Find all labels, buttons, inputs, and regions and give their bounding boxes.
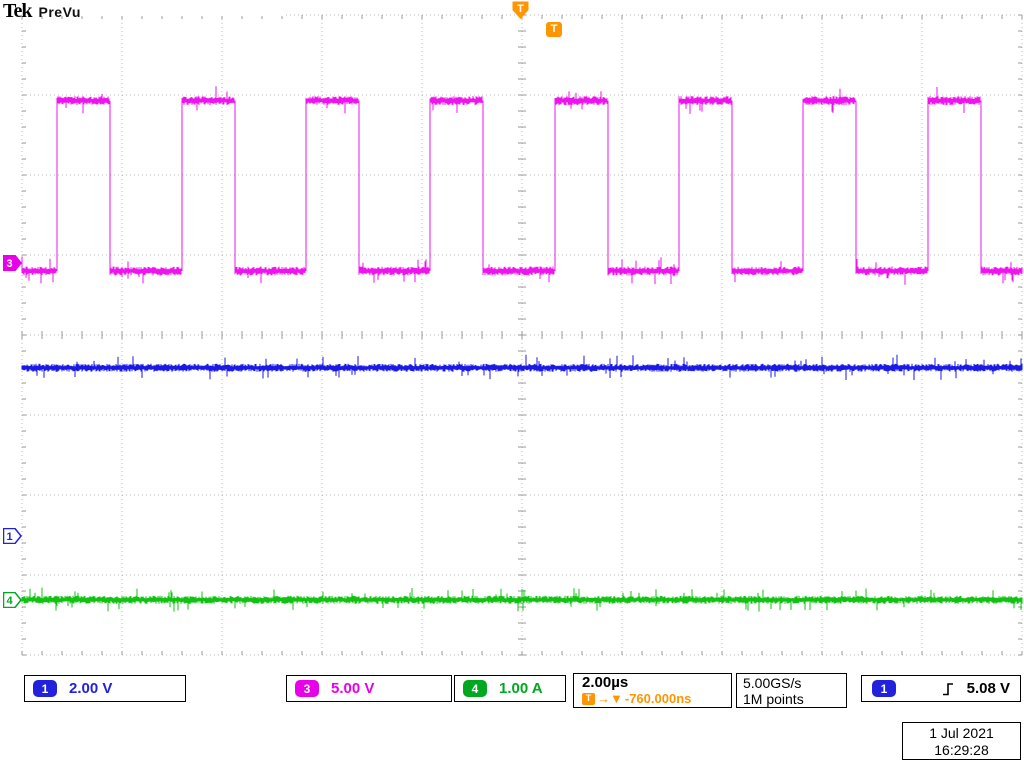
datetime-box: 1 Jul 2021 16:29:28 — [902, 722, 1021, 760]
ch1-badge: 1 — [33, 680, 57, 697]
svg-text:3: 3 — [6, 258, 12, 270]
channel-3-position-marker: 3 — [2, 254, 22, 272]
ch1-scale-value: 2.00 V — [69, 680, 113, 697]
channel-4-position-marker: 4 — [2, 591, 22, 609]
ch3-scale-value: 5.00 V — [331, 680, 375, 697]
trigger-level-value: 5.08 V — [966, 680, 1010, 697]
waveform-ch1 — [21, 354, 1023, 381]
ch1-scale-readout: 1 2.00 V — [24, 675, 186, 702]
ch4-scale-value: 1.00 A — [499, 680, 543, 697]
ch3-scale-readout: 3 5.00 V — [286, 675, 452, 702]
acquisition-status-label: PreVu — [38, 4, 81, 20]
tek-logo: Tek — [3, 0, 32, 22]
ch3-badge: 3 — [295, 680, 319, 697]
trigger-readout: 1 5.08 V — [861, 675, 1021, 702]
trigger-source-badge: 1 — [872, 680, 896, 697]
delay-value: -760.000ns — [624, 691, 692, 706]
channel-1-position-marker: 1 — [2, 527, 22, 545]
waveform-ch4 — [21, 587, 1023, 612]
sample-rate-value: 5.00GS/s — [743, 675, 802, 691]
graticule — [21, 14, 1023, 656]
acquisition-readout: 5.00GS/s 1M points — [736, 673, 847, 708]
trigger-t-label: T — [517, 3, 524, 15]
trigger-point-flag: T — [546, 22, 562, 37]
rising-edge-icon — [941, 681, 955, 697]
waveform-ch3 — [21, 86, 1023, 285]
date-value: 1 Jul 2021 — [929, 725, 994, 741]
trigger-flag-chip: T — [582, 692, 595, 705]
trigger-delay-readout: T →▼ -760.000ns — [574, 691, 731, 706]
timebase-value: 2.00µs — [582, 674, 629, 691]
waveform-display — [21, 14, 1023, 656]
record-length-value: 1M points — [743, 691, 804, 707]
ch4-badge: 4 — [463, 680, 487, 697]
time-value: 16:29:28 — [934, 742, 989, 758]
trigger-position-marker: T — [512, 1, 529, 20]
svg-text:1: 1 — [6, 531, 12, 543]
svg-text:4: 4 — [6, 595, 13, 607]
ch4-scale-readout: 4 1.00 A — [454, 675, 566, 702]
trigger-arrow-shape — [512, 1, 528, 19]
delay-marker-icons: →▼ — [597, 691, 623, 706]
horizontal-readout: 2.00µs T →▼ -760.000ns — [573, 673, 732, 708]
header: Tek PreVu — [0, 0, 285, 22]
